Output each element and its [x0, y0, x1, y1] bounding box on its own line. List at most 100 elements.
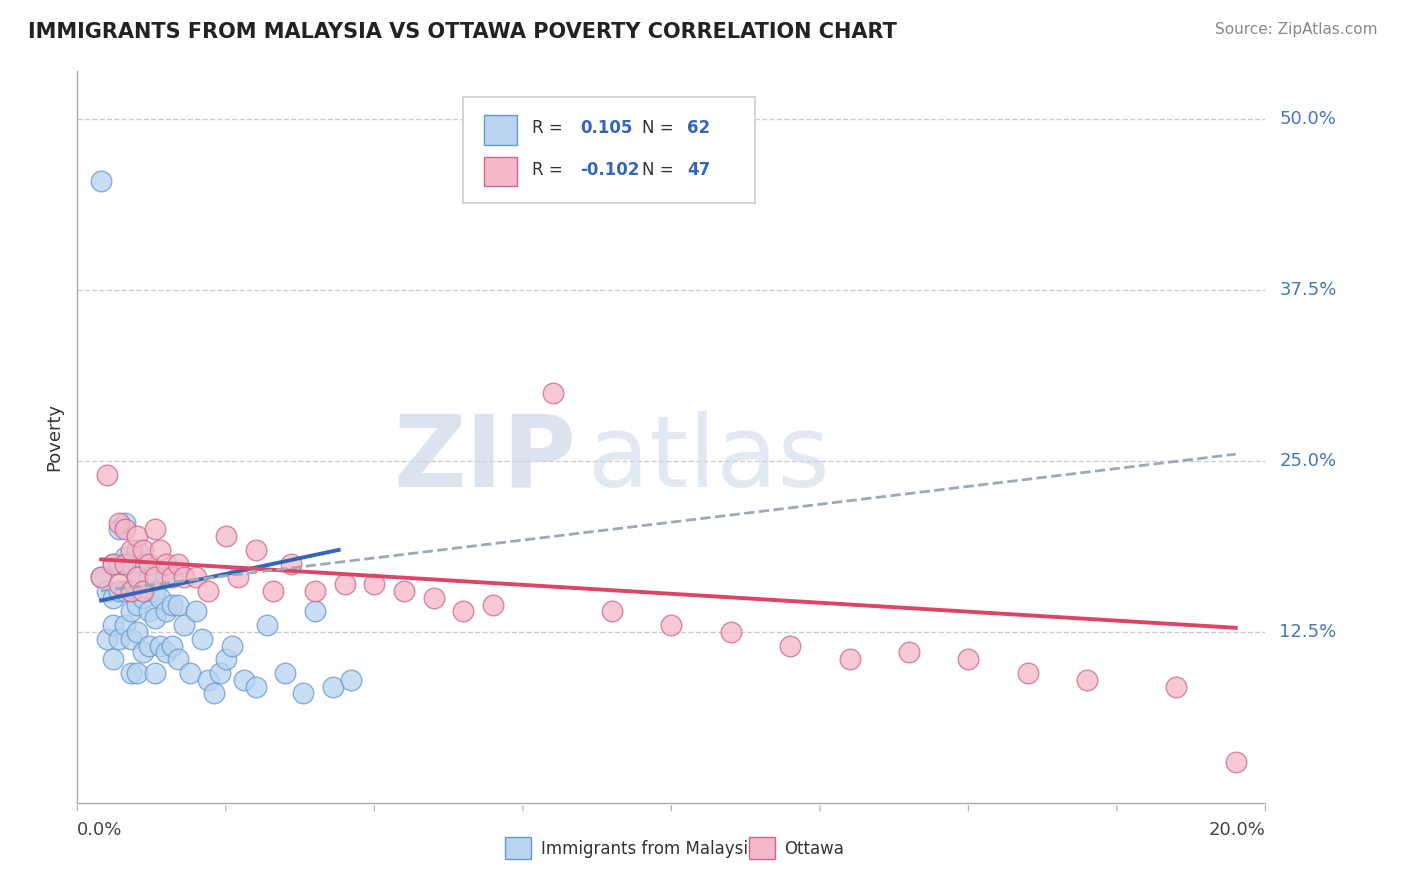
- Point: [125, 665, 148, 680]
- Point: [96, 632, 118, 646]
- Point: [661, 618, 683, 632]
- Point: [1017, 665, 1039, 680]
- Text: 37.5%: 37.5%: [1279, 281, 1337, 299]
- Text: 50.0%: 50.0%: [1279, 111, 1336, 128]
- Point: [108, 632, 131, 646]
- Point: [179, 665, 201, 680]
- Point: [114, 549, 136, 564]
- Point: [125, 570, 148, 584]
- Point: [125, 570, 148, 584]
- Point: [143, 583, 166, 598]
- Point: [131, 645, 153, 659]
- Point: [221, 639, 243, 653]
- Point: [96, 467, 118, 482]
- Point: [149, 591, 172, 605]
- Point: [131, 591, 153, 605]
- Text: R =: R =: [533, 161, 568, 179]
- Point: [131, 557, 153, 571]
- Text: 0.105: 0.105: [579, 120, 633, 137]
- Point: [191, 632, 214, 646]
- Point: [120, 542, 142, 557]
- Point: [215, 529, 238, 543]
- Point: [245, 680, 267, 694]
- Point: [131, 583, 153, 598]
- Point: [90, 570, 112, 584]
- Point: [1225, 755, 1247, 769]
- Point: [125, 598, 148, 612]
- Point: [155, 557, 177, 571]
- Point: [720, 624, 742, 639]
- Point: [138, 604, 160, 618]
- Point: [215, 652, 238, 666]
- Point: [101, 591, 124, 605]
- Text: 12.5%: 12.5%: [1279, 623, 1337, 641]
- Text: Ottawa: Ottawa: [785, 840, 844, 858]
- Point: [245, 542, 267, 557]
- Point: [143, 611, 166, 625]
- FancyBboxPatch shape: [464, 97, 755, 203]
- Point: [232, 673, 254, 687]
- Point: [262, 583, 284, 598]
- Point: [162, 570, 184, 584]
- Text: Source: ZipAtlas.com: Source: ZipAtlas.com: [1215, 22, 1378, 37]
- Point: [226, 570, 249, 584]
- Point: [173, 570, 195, 584]
- Point: [120, 583, 142, 598]
- Point: [155, 570, 177, 584]
- Point: [197, 583, 219, 598]
- Bar: [484, 115, 517, 145]
- Point: [114, 516, 136, 530]
- Point: [125, 624, 148, 639]
- Point: [90, 570, 112, 584]
- Point: [96, 583, 118, 598]
- Point: [1166, 680, 1188, 694]
- Point: [120, 665, 142, 680]
- Text: Immigrants from Malaysia: Immigrants from Malaysia: [541, 840, 758, 858]
- Point: [339, 673, 361, 687]
- Bar: [748, 838, 775, 859]
- Text: IMMIGRANTS FROM MALAYSIA VS OTTAWA POVERTY CORRELATION CHART: IMMIGRANTS FROM MALAYSIA VS OTTAWA POVER…: [28, 22, 897, 42]
- Text: 0.0%: 0.0%: [77, 821, 122, 839]
- Point: [125, 529, 148, 543]
- Point: [101, 557, 124, 571]
- Point: [838, 652, 860, 666]
- Point: [120, 604, 142, 618]
- Point: [167, 598, 190, 612]
- Point: [131, 542, 153, 557]
- Point: [167, 557, 190, 571]
- Point: [186, 570, 208, 584]
- Point: [108, 557, 131, 571]
- Text: ZIP: ZIP: [394, 410, 576, 508]
- Point: [202, 686, 225, 700]
- Point: [541, 385, 564, 400]
- Point: [120, 557, 142, 571]
- Text: R =: R =: [533, 120, 568, 137]
- Point: [453, 604, 475, 618]
- Point: [138, 557, 160, 571]
- Text: 25.0%: 25.0%: [1279, 452, 1337, 470]
- Point: [600, 604, 623, 618]
- Text: N =: N =: [641, 120, 679, 137]
- Point: [143, 570, 166, 584]
- Point: [143, 522, 166, 536]
- Point: [186, 604, 208, 618]
- Point: [280, 557, 302, 571]
- Point: [108, 577, 131, 591]
- Point: [108, 516, 131, 530]
- Y-axis label: Poverty: Poverty: [45, 403, 63, 471]
- Point: [162, 639, 184, 653]
- Point: [155, 645, 177, 659]
- Point: [1076, 673, 1098, 687]
- Point: [101, 618, 124, 632]
- Point: [197, 673, 219, 687]
- Point: [274, 665, 297, 680]
- Point: [363, 577, 385, 591]
- Point: [143, 665, 166, 680]
- Text: 62: 62: [686, 120, 710, 137]
- Point: [422, 591, 444, 605]
- Point: [101, 557, 124, 571]
- Text: N =: N =: [641, 161, 679, 179]
- Bar: [484, 157, 517, 186]
- Point: [120, 632, 142, 646]
- Point: [173, 618, 195, 632]
